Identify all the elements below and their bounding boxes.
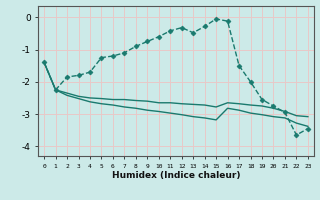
- X-axis label: Humidex (Indice chaleur): Humidex (Indice chaleur): [112, 171, 240, 180]
